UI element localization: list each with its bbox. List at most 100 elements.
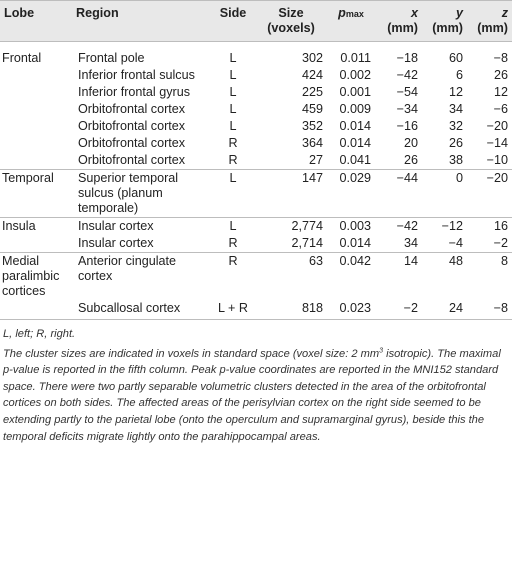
cell-x: 26 <box>403 153 418 167</box>
header-z-letter: z <box>501 6 508 20</box>
cell-side: L <box>229 68 237 82</box>
cell-y: −12 <box>422 217 467 235</box>
cell-lobe: Temporal <box>0 169 72 218</box>
table-row: Inferior frontal sulcus L 424 0.002 −42 6 26 <box>0 67 512 84</box>
cell-size: 2,774 <box>255 217 327 235</box>
cell-side: L <box>229 119 237 133</box>
header-x-unit: (mm) <box>387 21 418 35</box>
cell-lobe <box>0 101 72 118</box>
cell-side: L <box>229 85 237 99</box>
cell-lobe: Medial paralimbic cortices <box>0 252 72 300</box>
cell-z: −6 <box>493 102 508 116</box>
cell-x: 14 <box>375 252 422 300</box>
header-z-unit: (mm) <box>477 21 508 35</box>
table-row: Medial paralimbic cortices Anterior cingu… <box>0 252 512 300</box>
footnote-text-end: isotropic). The maximal p-value is repor… <box>3 347 501 443</box>
table-row: Orbitofrontal cortex R 364 0.014 20 26 −14 <box>0 135 512 152</box>
cell-region: Anterior cingulate cortex <box>72 252 211 300</box>
table-header: Lobe Region Side Size (voxels) pmax x (m… <box>0 0 512 42</box>
cell-p: 0.042 <box>327 252 375 300</box>
header-y-unit: (mm) <box>432 21 463 35</box>
cell-y: −4 <box>448 236 463 250</box>
cell-y: 32 <box>448 119 463 133</box>
header-z: z (mm) <box>467 0 512 42</box>
cell-region: Insular cortex <box>72 217 211 235</box>
table-row: Insula Insular cortex L 2,774 0.003 −42 −12 16 <box>0 217 512 235</box>
cell-z: 8 <box>467 252 512 300</box>
footnote-abbreviations: L, left; R, right. <box>3 328 76 340</box>
cell-lobe <box>0 84 72 101</box>
cell-lobe <box>0 67 72 84</box>
cell-size: 352 <box>301 119 323 133</box>
header-pmax: pmax <box>327 0 375 42</box>
cell-z: −14 <box>486 136 508 150</box>
header-p-subscript: max <box>345 9 364 19</box>
table-footnotes: L, left; R, right. The cluster sizes are… <box>0 320 512 445</box>
cell-region: Insular cortex <box>78 236 154 250</box>
cell-x: −34 <box>396 102 418 116</box>
cell-z: −8 <box>493 51 508 65</box>
cell-lobe <box>0 235 72 253</box>
cell-y: 0 <box>422 169 467 218</box>
cell-p: 0.009 <box>339 102 371 116</box>
footnote-text-start: The cluster sizes are indicated in voxel… <box>3 347 380 360</box>
header-size: Size (voxels) <box>255 0 327 42</box>
cell-p: 0.029 <box>327 169 375 218</box>
cell-lobe <box>0 118 72 135</box>
cell-p: 0.002 <box>339 68 371 82</box>
cell-lobe: Frontal <box>2 51 42 65</box>
cell-size: 63 <box>255 252 327 300</box>
cell-y: 38 <box>448 153 463 167</box>
cell-region: Subcallosal cortex <box>72 300 211 320</box>
cell-side: L <box>211 169 255 218</box>
cell-z: −2 <box>493 236 508 250</box>
cell-p: 0.014 <box>339 136 371 150</box>
cell-y: 12 <box>448 85 463 99</box>
cell-side: R <box>228 236 238 250</box>
cell-z: 16 <box>467 217 512 235</box>
cell-size: 147 <box>255 169 327 218</box>
header-size-line1: Size <box>278 6 304 20</box>
cell-size: 2,714 <box>291 236 323 250</box>
table-row: Orbitofrontal cortex L 459 0.009 −34 34 −6 <box>0 101 512 118</box>
footnote-superscript: 3 <box>379 346 384 354</box>
cell-side: R <box>228 153 238 167</box>
cell-p: 0.003 <box>327 217 375 235</box>
header-y-letter: y <box>455 6 463 20</box>
cell-p: 0.001 <box>339 85 371 99</box>
cell-region: Orbitofrontal cortex <box>78 102 186 116</box>
cell-y: 60 <box>448 51 463 65</box>
cell-side: L <box>229 51 237 65</box>
header-row: Lobe Region Side Size (voxels) pmax x (m… <box>0 0 512 42</box>
cell-y: 34 <box>448 102 463 116</box>
cell-p: 0.014 <box>339 119 371 133</box>
cell-x: −42 <box>375 217 422 235</box>
cell-size: 27 <box>308 153 323 167</box>
table-row: Subcallosal cortex L + R 818 0.023 −2 24 −8 <box>0 300 512 320</box>
cell-z: −20 <box>467 169 512 218</box>
cell-x: 34 <box>403 236 418 250</box>
table-row: Temporal Superior temporal sulcus (planum… <box>0 169 512 218</box>
cell-x: −42 <box>396 68 418 82</box>
cell-side: L + R <box>211 300 255 320</box>
table-row: Insular cortex R 2,714 0.014 34 −4 −2 <box>0 235 512 253</box>
cell-x: −2 <box>375 300 422 320</box>
footnote-description: The cluster sizes are indicated in voxel… <box>3 346 509 446</box>
cell-size: 424 <box>301 68 323 82</box>
cell-y: 26 <box>448 136 463 150</box>
cell-y: 24 <box>422 300 467 320</box>
cell-lobe <box>0 152 72 170</box>
cell-region: Inferior frontal gyrus <box>78 85 190 99</box>
cell-z: 26 <box>493 68 508 82</box>
header-p-letter: p <box>338 6 346 20</box>
cell-y: 6 <box>455 68 463 82</box>
cell-p: 0.041 <box>339 153 371 167</box>
cell-size: 364 <box>301 136 323 150</box>
header-size-line2: (voxels) <box>267 21 315 35</box>
cell-z: −10 <box>486 153 508 167</box>
cell-lobe: Insula <box>0 217 72 235</box>
header-y: y (mm) <box>422 0 467 42</box>
cell-lobe <box>0 135 72 152</box>
cell-p: 0.014 <box>339 236 371 250</box>
